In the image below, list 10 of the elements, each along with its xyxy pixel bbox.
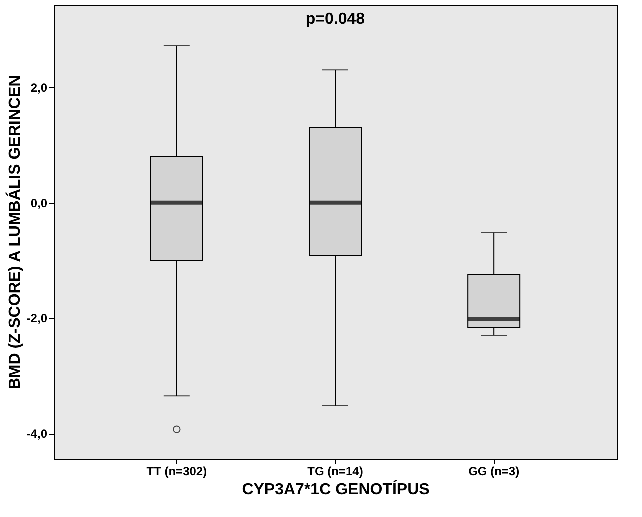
y-tick-label: 2,0 [30, 80, 48, 95]
y-axis-title: BMD (Z-SCORE) A LUMBÁLIS GERINCEN [4, 75, 24, 390]
y-tick-label: -2,0 [26, 312, 48, 326]
x-tick-label: TT (n=302) [146, 464, 208, 478]
x-axis-title: CYP3A7*1C GENOTÍPUS [242, 480, 430, 498]
annotation: p=0.048 [306, 11, 366, 28]
y-tick-label: 0,0 [30, 196, 48, 210]
x-tick-label: GG (n=3) [468, 464, 520, 478]
y-tick-label: -4,0 [26, 427, 48, 442]
x-tick-label: TG (n=14) [308, 464, 364, 478]
